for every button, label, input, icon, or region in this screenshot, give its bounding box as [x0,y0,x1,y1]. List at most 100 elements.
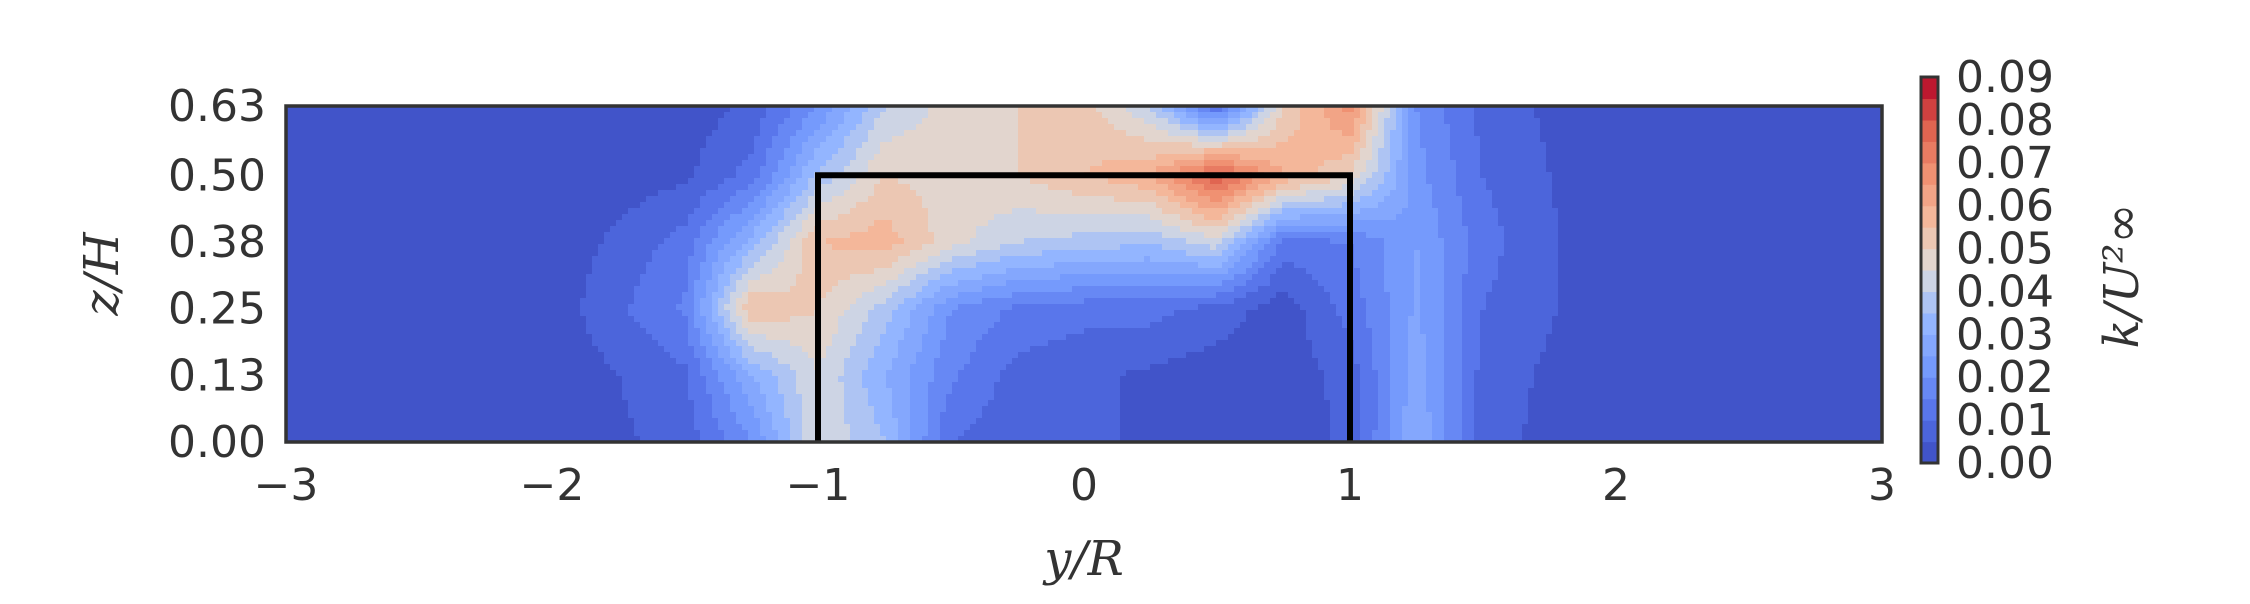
contour-cell [700,112,707,119]
contour-cell [406,208,413,215]
contour-cell [964,208,971,215]
contour-cell [1150,214,1157,221]
contour-cell [1474,190,1481,197]
contour-cell [1510,136,1517,143]
contour-cell [394,142,401,149]
contour-cell [904,190,911,197]
contour-cell [514,166,521,173]
contour-cell [574,172,581,179]
contour-cell [1834,142,1841,149]
contour-cell [1024,136,1031,143]
contour-cell [1456,184,1463,191]
contour-cell [862,166,869,173]
contour-cell [1516,208,1523,215]
contour-cell [1318,178,1325,185]
contour-cell [1294,148,1301,155]
contour-cell [1282,142,1289,149]
contour-cell [1222,154,1229,161]
contour-cell [742,184,749,191]
contour-cell [334,190,341,197]
contour-cell [868,106,875,113]
contour-cell [1012,124,1019,131]
contour-cell [1864,184,1871,191]
contour-cell [496,130,503,137]
contour-cell [568,106,575,113]
contour-cell [304,124,311,131]
contour-cell [1732,178,1739,185]
contour-cell [1588,196,1595,203]
contour-cell [898,202,905,209]
contour-cell [1546,178,1553,185]
contour-cell [1240,106,1247,113]
contour-cell [610,160,617,167]
contour-cell [832,202,839,209]
contour-cell [316,166,323,173]
contour-cell [1852,118,1859,125]
contour-cell [1480,190,1487,197]
contour-cell [916,208,923,215]
contour-cell [1024,166,1031,173]
contour-cell [460,208,467,215]
contour-cell [1678,136,1685,143]
contour-cell [1096,196,1103,203]
contour-cell [652,112,659,119]
contour-cell [298,196,305,203]
contour-cell [1024,208,1031,215]
contour-cell [766,208,773,215]
contour-cell [778,202,785,209]
contour-cell [1174,202,1181,209]
contour-cell [292,136,299,143]
contour-cell [1312,154,1319,161]
contour-cell [1732,154,1739,161]
contour-cell [1102,184,1109,191]
contour-cell [1324,190,1331,197]
contour-cell [1192,118,1199,125]
contour-cell [1570,118,1577,125]
contour-cell [1798,178,1805,185]
contour-cell [1426,154,1433,161]
contour-cell [1138,196,1145,203]
contour-cell [676,136,683,143]
contour-cell [862,136,869,143]
contour-cell [1846,118,1853,125]
contour-cell [1684,178,1691,185]
contour-cell [964,136,971,143]
contour-cell [1408,142,1415,149]
contour-cell [634,154,641,161]
contour-cell [394,184,401,191]
contour-cell [628,178,635,185]
contour-cell [814,118,821,125]
contour-cell [1480,184,1487,191]
contour-cell [1612,118,1619,125]
contour-cell [364,118,371,125]
contour-cell [1498,148,1505,155]
contour-cell [1102,154,1109,161]
contour-cell [1306,118,1313,125]
contour-cell [652,196,659,203]
contour-cell [442,172,449,179]
contour-cell [706,178,713,185]
contour-cell [994,124,1001,131]
contour-cell [1666,148,1673,155]
contour-cell [772,124,779,131]
contour-cell [1630,136,1637,143]
contour-cell [1546,208,1553,215]
contour-cell [646,142,653,149]
contour-cell [850,208,857,215]
contour-cell [880,196,887,203]
contour-cell [604,190,611,197]
contour-cell [1012,190,1019,197]
contour-cell [1468,202,1475,209]
contour-cell [1426,112,1433,119]
contour-cell [1054,214,1061,221]
contour-cell [1750,196,1757,203]
contour-cell [1546,196,1553,203]
contour-cell [418,154,425,161]
contour-cell [1144,112,1151,119]
contour-cell [1804,118,1811,125]
contour-cell [1474,136,1481,143]
contour-cell [1594,196,1601,203]
contour-cell [1138,136,1145,143]
contour-cell [1690,190,1697,197]
contour-cell [1858,154,1865,161]
